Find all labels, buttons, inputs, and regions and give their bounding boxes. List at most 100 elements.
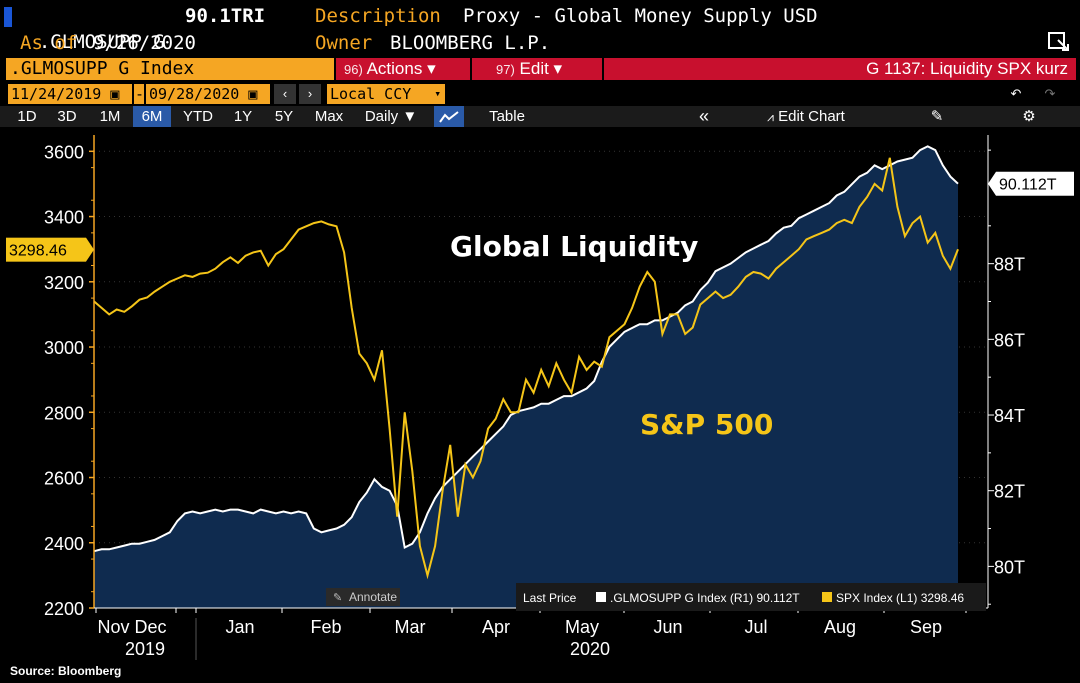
owner-label: Owner — [315, 32, 373, 54]
chevron-down-icon: ▾ — [434, 87, 441, 100]
x-year-label: 2019 — [125, 639, 165, 659]
calendar-icon: ▣ — [110, 85, 120, 103]
legend-swatch-spx — [822, 592, 832, 602]
liquidity-area — [94, 146, 958, 608]
tab-6m[interactable]: 6M — [133, 106, 171, 127]
x-tick-label: Apr — [482, 617, 510, 637]
tab-1d[interactable]: 1D — [17, 108, 37, 125]
liquidity-last-badge: 90.112T — [996, 171, 1074, 196]
edit-chart-button[interactable]: ⩘ Edit Chart — [756, 106, 856, 127]
line-chart-icon[interactable] — [434, 106, 464, 127]
tab-3d[interactable]: 3D — [57, 108, 77, 125]
spx-line — [93, 157, 959, 580]
description-text: Proxy - Global Money Supply USD — [463, 5, 818, 27]
spx-last-badge: 3298.46 — [6, 237, 86, 262]
spx-badge-arrow — [86, 237, 94, 262]
undo-icon[interactable]: ↶ — [1004, 84, 1028, 104]
right-tick-label: 88T — [994, 255, 1025, 275]
pencil-icon: ✎ — [333, 592, 342, 604]
header-row-1: .GLMOSUPP G — [16, 3, 165, 53]
tab-max[interactable]: Max — [314, 108, 344, 125]
left-tick-label: 3200 — [44, 273, 84, 293]
liquidity-badge-arrow — [988, 171, 996, 196]
prev-range-button[interactable]: ‹ — [274, 84, 296, 104]
asof-date: 9/26/2020 — [93, 32, 196, 54]
tab-5y[interactable]: 5Y — [274, 108, 294, 125]
chart-title-bar: G 1137: Liquidity SPX kurz — [604, 58, 1076, 80]
edit-button[interactable]: 97) Edit ▾ — [472, 58, 602, 80]
period-tabs-bar: 1D 3D 1M 6M YTD 1Y 5Y Max Daily ▼ Table … — [0, 106, 1080, 127]
actions-label: Actions ▾ — [366, 59, 436, 78]
x-tick-label: Jan — [225, 617, 254, 637]
ticker-marker — [4, 7, 12, 27]
liquidity-last-badge-bg — [996, 171, 1074, 196]
asof-label: As of — [20, 32, 78, 54]
x-tick-label: Jun — [653, 617, 682, 637]
frequency-select[interactable]: Daily ▼ — [364, 108, 418, 125]
redo-icon[interactable]: ↷ — [1038, 84, 1062, 104]
left-tick-label: 3000 — [44, 338, 84, 358]
calendar-icon: ▣ — [248, 85, 258, 103]
next-range-button[interactable]: › — [299, 84, 321, 104]
chart-svg: 2200 2400 2600 2800 3000 3200 3400 3600 80T 82T 8… — [6, 135, 1074, 660]
tab-1m[interactable]: 1M — [99, 108, 121, 125]
x-tick-label: Mar — [395, 617, 426, 637]
spx-last-value: 3298.46 — [9, 243, 67, 260]
edit-num: 97) — [496, 62, 515, 77]
gear-icon[interactable]: ⚙ — [1022, 108, 1036, 125]
left-tick-label: 2800 — [44, 403, 84, 423]
start-date-field[interactable]: 11/24/2019 ▣ — [8, 84, 132, 104]
legend-spx: SPX Index (L1) 3298.46 — [836, 591, 964, 605]
right-tick-label: 86T — [994, 330, 1025, 350]
index-name-field[interactable]: .GLMOSUPP G Index — [6, 58, 334, 80]
spx-last-badge-bg — [6, 237, 86, 262]
currency-value: Local CCY — [330, 85, 412, 103]
end-date-field[interactable]: 09/28/2020 ▣ — [146, 84, 270, 104]
left-tick-label: 2400 — [44, 534, 84, 554]
x-tick-label: Sep — [910, 617, 942, 637]
annotation-sp500: S&P 500 — [640, 408, 773, 441]
annotate-label: Annotate — [349, 590, 397, 604]
source-note: Source: Bloomberg — [10, 664, 122, 678]
x-tick-label: Aug — [824, 617, 856, 637]
right-tick-label: 82T — [994, 482, 1025, 502]
tab-1y[interactable]: 1Y — [233, 108, 253, 125]
left-tick-group: 2200 2400 2600 2800 3000 3200 3400 3600 — [44, 142, 94, 619]
x-tick-label: Feb — [310, 617, 341, 637]
left-tick-label: 3600 — [44, 142, 84, 162]
index-toolbar: .GLMOSUPP G Index 96) Actions ▾ 97) Edit… — [0, 56, 1080, 82]
x-tick-label: May — [565, 617, 599, 637]
collapse-icon[interactable]: « — [698, 106, 709, 126]
x-tick-label: Jul — [744, 617, 767, 637]
date-range-bar: 11/24/2019 ▣ - 09/28/2020 ▣ ‹ › Local CC… — [0, 83, 1080, 105]
left-tick-label: 3400 — [44, 208, 84, 228]
range-dash: - — [134, 84, 145, 104]
annotate-button[interactable]: ✎ Annotate — [326, 588, 400, 606]
annotation-global-liquidity: Global Liquidity — [450, 230, 698, 263]
actions-num: 96) — [344, 62, 363, 77]
actions-button[interactable]: 96) Actions ▾ — [336, 58, 470, 80]
legend-liquidity: .GLMOSUPP G Index (R1) 90.112T — [610, 591, 800, 605]
description-label: Description — [315, 5, 441, 27]
legend-last-price: Last Price — [523, 591, 577, 605]
start-date: 11/24/2019 — [11, 85, 102, 103]
right-tick-group: 80T 82T 84T 86T 88T — [988, 149, 1025, 605]
last-value: 90.1TRI — [185, 5, 266, 27]
pencil-icon[interactable]: ✎ — [930, 108, 944, 125]
left-tick-label: 2200 — [44, 599, 84, 619]
owner-text: BLOOMBERG L.P. — [390, 32, 551, 54]
currency-select[interactable]: Local CCY ▾ — [327, 84, 445, 104]
edit-label: Edit ▾ — [519, 59, 563, 78]
left-tick-label: 2600 — [44, 469, 84, 489]
x-tick-group: Nov Dec Jan Feb Mar Apr May Jun Jul Aug Sep 2019 20… — [95, 608, 967, 660]
x-tick-label: Nov Dec — [97, 617, 166, 637]
x-year-label: 2020 — [570, 639, 610, 659]
edit-chart-icon: ⩘ — [767, 110, 774, 124]
tab-ytd[interactable]: YTD — [183, 108, 213, 125]
tab-table[interactable]: Table — [489, 108, 525, 125]
right-tick-label: 80T — [994, 557, 1025, 577]
export-icon[interactable] — [1046, 30, 1072, 54]
end-date: 09/28/2020 — [149, 85, 240, 103]
ticker-symbol: .GLMOSUPP G — [38, 31, 165, 53]
edit-chart-label: Edit Chart — [778, 108, 845, 125]
